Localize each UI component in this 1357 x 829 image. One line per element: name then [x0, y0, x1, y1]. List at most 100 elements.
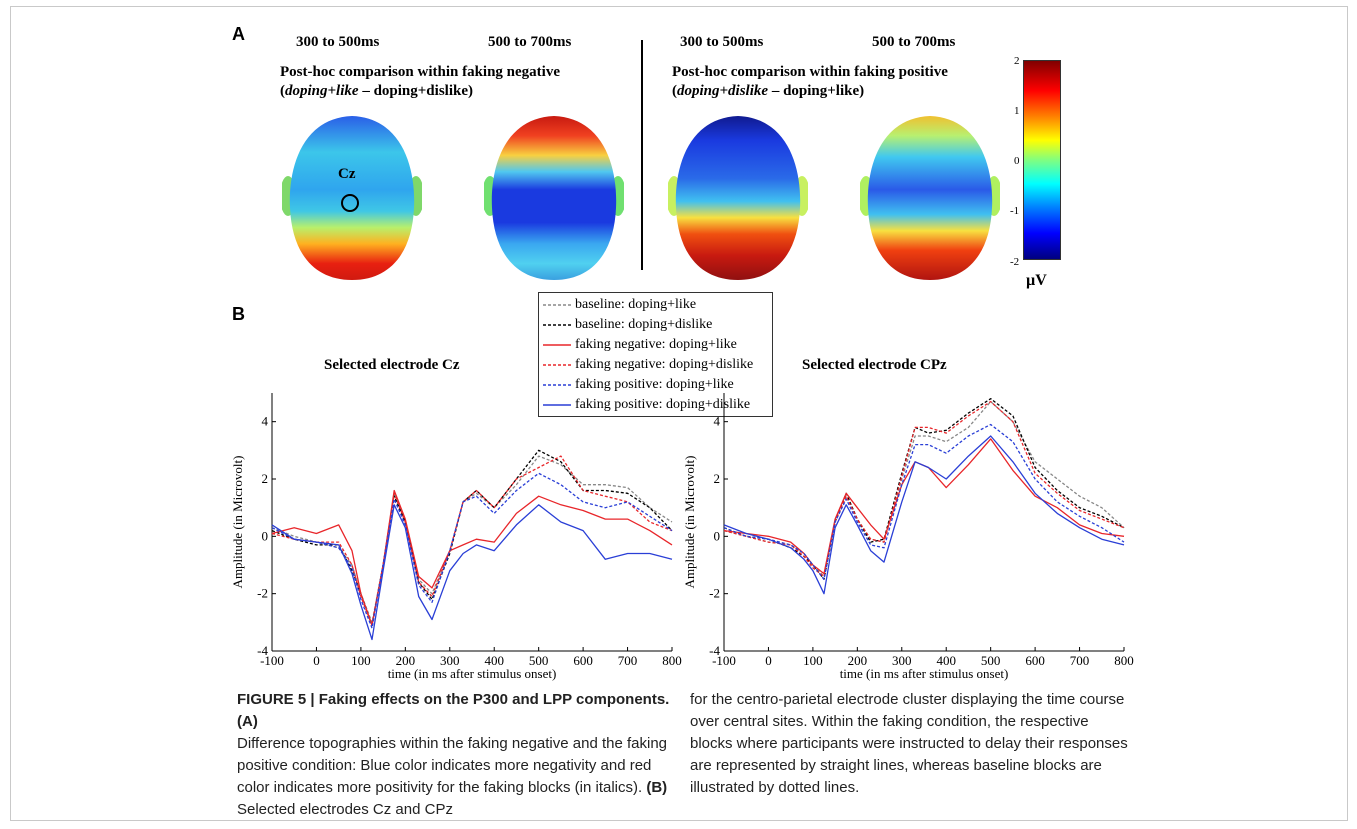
- y-tick-label: -2: [709, 586, 720, 601]
- y-tick-label: 4: [714, 414, 721, 429]
- electrode-marker-cz: Cz: [338, 166, 356, 182]
- colorbar-tick-0: 0: [1014, 155, 1020, 167]
- topography-head-3: [668, 116, 808, 280]
- legend-label: faking negative: doping+dislike: [575, 356, 754, 372]
- caption-b-label: (B): [646, 779, 668, 796]
- y-tick-label: 4: [262, 414, 269, 429]
- left-title-rest: – doping+dislike): [358, 83, 473, 99]
- panel-a-divider: [641, 40, 643, 270]
- figure-frame: [10, 6, 1348, 821]
- time-label-3: 300 to 500ms: [680, 34, 764, 50]
- right-comparison-title: Post-hoc comparison within faking positi…: [672, 64, 948, 99]
- caption-col2: for the centro-parietal electrode cluste…: [690, 689, 1130, 799]
- x-tick-label: 800: [662, 653, 682, 668]
- colorbar-tick-neg2: -2: [1010, 256, 1020, 268]
- x-tick-label: 200: [396, 653, 416, 668]
- x-tick-label: 400: [484, 653, 504, 668]
- legend-item: baseline: doping+like: [543, 296, 696, 313]
- x-tick-label: 800: [1114, 653, 1134, 668]
- caption-col2-text: for the centro-parietal electrode cluste…: [690, 691, 1128, 796]
- chart-title-cz: Selected electrode Cz: [324, 357, 460, 373]
- caption-label: FIGURE 5 | Faking effects on the P300 an…: [237, 691, 670, 730]
- legend-label: baseline: doping+dislike: [575, 316, 713, 332]
- legend-swatch: [543, 303, 571, 306]
- x-tick-label: 600: [1025, 653, 1045, 668]
- y-tick-label: 0: [262, 528, 269, 543]
- y-tick-label: 2: [714, 471, 721, 486]
- series-line: [271, 472, 673, 629]
- topography-head-2: [484, 116, 624, 280]
- series-line: [271, 449, 673, 626]
- legend-swatch: [543, 363, 571, 366]
- electrode-circle: [341, 194, 359, 212]
- legend-label: baseline: doping+like: [575, 296, 697, 312]
- right-title-rest: – doping+like): [768, 83, 865, 99]
- y-axis-label: Amplitude (in Microvolt): [230, 456, 245, 589]
- time-label-1: 300 to 500ms: [296, 34, 380, 50]
- panel-b-letter: B: [232, 304, 245, 324]
- legend-item: faking positive: doping+like: [543, 376, 734, 393]
- y-tick-label: -4: [257, 643, 268, 658]
- y-tick-label: -2: [257, 586, 268, 601]
- series-line: [723, 400, 1125, 578]
- series-line: [723, 398, 1125, 580]
- colorbar: [1023, 60, 1061, 260]
- y-tick-label: -4: [709, 643, 720, 658]
- legend-item: faking positive: doping+dislike: [543, 396, 750, 413]
- x-tick-label: 300: [892, 653, 912, 668]
- series-line: [723, 423, 1125, 580]
- x-tick-label: 500: [529, 653, 549, 668]
- x-tick-label: -100: [712, 653, 736, 668]
- x-tick-label: 600: [573, 653, 593, 668]
- colorbar-tick-2: 2: [1014, 55, 1020, 67]
- caption-col1-tail: Selected electrodes Cz and CPz: [237, 801, 453, 818]
- panel-a-letter: A: [232, 24, 245, 44]
- x-tick-label: 200: [848, 653, 868, 668]
- left-comparison-title: Post-hoc comparison within faking negati…: [280, 64, 561, 99]
- legend-swatch: [543, 323, 571, 326]
- x-axis-label: time (in ms after stimulus onset): [388, 666, 557, 681]
- x-tick-label: 500: [981, 653, 1001, 668]
- colorbar-tick-1: 1: [1014, 105, 1020, 117]
- left-title-italic: doping+like: [285, 83, 359, 99]
- legend-label: faking positive: doping+like: [575, 376, 734, 392]
- left-title-line1: Post-hoc comparison within faking negati…: [280, 64, 561, 80]
- x-tick-label: 300: [440, 653, 460, 668]
- x-tick-label: 0: [765, 653, 772, 668]
- right-title-line1: Post-hoc comparison within faking positi…: [672, 64, 948, 80]
- legend: baseline: doping+like baseline: doping+di…: [538, 292, 773, 417]
- legend-label: faking positive: doping+dislike: [575, 396, 751, 412]
- x-tick-label: 700: [618, 653, 638, 668]
- time-label-2: 500 to 700ms: [488, 34, 572, 50]
- series-line: [723, 435, 1125, 595]
- legend-item: faking negative: doping+like: [543, 336, 737, 353]
- legend-swatch: [543, 343, 571, 346]
- caption-col1-text: Difference topographies within the fakin…: [237, 735, 668, 796]
- series-line: [271, 455, 673, 623]
- legend-item: baseline: doping+dislike: [543, 316, 712, 333]
- y-axis-label: Amplitude (in Microvolt): [682, 456, 697, 589]
- x-axis-label: time (in ms after stimulus onset): [840, 666, 1009, 681]
- x-tick-label: 100: [351, 653, 371, 668]
- caption-col1: FIGURE 5 | Faking effects on the P300 an…: [237, 689, 677, 821]
- time-label-4: 500 to 700ms: [872, 34, 956, 50]
- x-tick-label: 100: [803, 653, 823, 668]
- chart-title-cpz: Selected electrode CPz: [802, 357, 947, 373]
- colorbar-tick-neg1: -1: [1010, 205, 1020, 217]
- colorbar-unit: µV: [1026, 272, 1047, 289]
- legend-swatch: [543, 403, 571, 406]
- legend-item: faking negative: doping+dislike: [543, 356, 753, 373]
- x-tick-label: 400: [936, 653, 956, 668]
- series-line: [271, 504, 673, 641]
- legend-label: faking negative: doping+like: [575, 336, 737, 352]
- erp-chart-cz: -100 0 100 200 300 400 500 600 700 800 4 2 0 -2 -4 time…: [230, 393, 682, 681]
- x-tick-label: -100: [260, 653, 284, 668]
- x-tick-label: 0: [313, 653, 320, 668]
- series-line: [723, 400, 1125, 578]
- x-tick-label: 700: [1070, 653, 1090, 668]
- series-line: [271, 455, 673, 626]
- y-tick-label: 0: [714, 528, 721, 543]
- topography-head-4: [860, 116, 1000, 280]
- erp-chart-cpz: -100 0 100 200 300 400 500 600 700 800 4 2 0 -2 -4 time…: [682, 393, 1134, 681]
- series-line: [271, 489, 673, 626]
